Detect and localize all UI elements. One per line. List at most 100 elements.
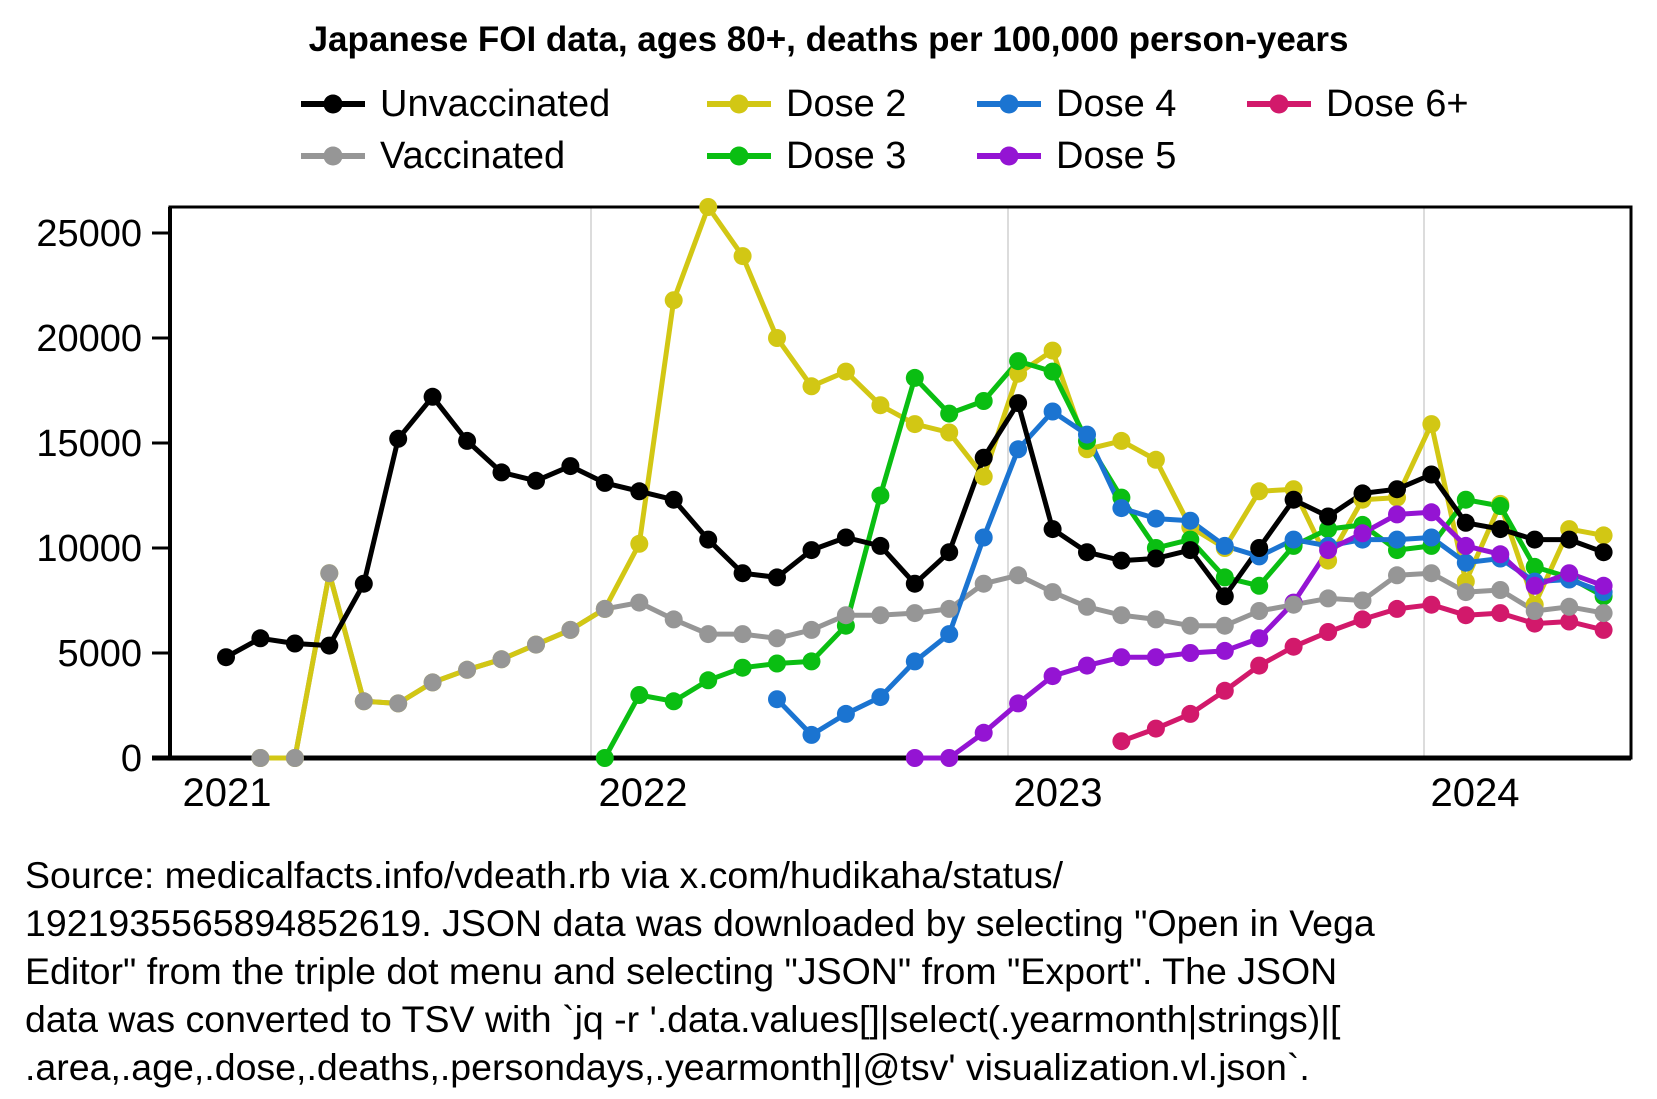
series-point-dose-5 [1043,667,1062,686]
series-point-vaccinated [1353,591,1372,610]
series-point-dose-5 [1491,545,1510,564]
series-point-vaccinated [1181,616,1200,635]
series-point-vaccinated [768,629,786,648]
series-point-dose-2 [836,362,855,381]
series-point-vaccinated [905,604,924,623]
series-point-dose-2 [1422,415,1441,434]
series-point-dose-3 [664,692,683,711]
legend-label: Dose 3 [786,134,907,177]
legend-label: Unvaccinated [380,82,611,125]
series-point-dose-5 [905,749,924,767]
series-point-vaccinated [1215,616,1234,635]
series-point-dose-3 [699,671,718,690]
series-point-vaccinated [595,599,614,618]
chart-legend: Unvaccinated Dose 2 Dose 4 Dose 6+ Vaccinate… [0,0,1657,190]
series-point-vaccinated [940,599,959,618]
source-line: Editor" from the triple dot menu and sel… [25,950,1338,992]
legend-item-unvaccinated: Unvaccinated [298,82,610,126]
series-point-dose-2 [1112,431,1131,450]
series-point-dose-2 [664,291,683,310]
series-point-dose-5 [1319,541,1338,560]
legend-swatch-icon [1247,94,1311,114]
series-point-dose-2 [905,415,924,434]
x-tick-label: 2023 [1014,771,1103,815]
series-point-dose-6- [1319,623,1338,641]
series-point-vaccinated [354,692,373,711]
series-point-dose-4 [1181,511,1200,530]
series-point-dose-2 [630,534,649,553]
series-point-unvaccinated [561,457,580,476]
series-point-vaccinated [492,650,511,669]
series-point-vaccinated [458,660,477,679]
series-point-vaccinated [1525,602,1544,620]
series-point-vaccinated [1422,564,1441,583]
series-point-vaccinated [320,564,339,583]
series-point-dose-6- [1215,681,1234,700]
legend-swatch-icon [977,146,1041,166]
series-point-vaccinated [423,673,442,692]
series-point-vaccinated [630,593,649,612]
series-point-unvaccinated [1319,507,1338,526]
series-point-dose-6- [1112,732,1131,751]
series-point-dose-6- [1456,606,1475,625]
series-point-unvaccinated [1388,480,1406,499]
series-point-dose-4 [1043,402,1062,421]
series-point-vaccinated [389,694,408,713]
series-point-dose-2 [768,329,786,347]
series-point-vaccinated [1043,583,1062,602]
series-point-dose-5 [1594,576,1613,595]
series-point-unvaccinated [768,568,786,587]
series-point-vaccinated [1078,597,1096,616]
legend-label: Dose 5 [1056,134,1177,177]
series-point-dose-4 [974,528,993,547]
series-point-vaccinated [1112,606,1131,625]
legend-item-dose-5: Dose 5 [974,134,1176,178]
series-point-dose-6- [1146,719,1165,738]
y-tick-label: 20000 [36,318,142,360]
x-tick-label: 2021 [183,771,272,815]
series-point-unvaccinated [1353,484,1372,503]
source-line: 1921935565894852619. JSON data was downl… [25,902,1375,944]
series-point-unvaccinated [871,536,890,555]
series-point-dose-5 [1215,641,1234,660]
legend-item-dose-2: Dose 2 [704,82,906,126]
legend-swatch-icon [707,146,771,166]
series-point-vaccinated [802,620,821,639]
legend-label: Dose 4 [1056,82,1177,125]
series-point-unvaccinated [1284,490,1303,509]
series-point-unvaccinated [217,648,235,667]
series-point-dose-3 [595,749,614,767]
series-point-vaccinated [1009,566,1028,585]
series-point-unvaccinated [630,482,649,501]
series-point-vaccinated [1250,602,1269,620]
series-point-unvaccinated [1525,530,1544,549]
series-point-dose-6- [1181,704,1200,723]
legend-item-dose-3: Dose 3 [704,134,906,178]
series-point-dose-3 [905,368,924,387]
x-tick-label: 2022 [599,771,688,815]
series-point-dose-3 [974,392,993,410]
series-point-dose-3 [733,658,752,677]
series-point-dose-4 [905,652,924,671]
series-point-dose-5 [1525,576,1544,595]
chart-title: Japanese FOI data, ages 80+, deaths per … [308,20,1349,59]
series-point-dose-5 [1353,524,1372,543]
series-point-dose-5 [940,749,959,767]
series-line-dose-4 [774,409,1607,738]
series-point-vaccinated [836,606,855,625]
series-point-unvaccinated [836,528,855,547]
legend-swatch-icon [977,94,1041,114]
series-point-unvaccinated [1112,551,1131,570]
legend-item-dose-4: Dose 4 [974,82,1176,126]
series-point-dose-2 [940,423,959,442]
series-point-dose-6- [1250,656,1269,675]
series-point-unvaccinated [458,431,477,450]
x-tick-label: 2024 [1431,771,1520,815]
y-tick-label: 10000 [36,528,142,570]
series-point-dose-4 [1009,440,1028,459]
series-point-unvaccinated [285,634,304,653]
series-point-dose-4 [836,704,855,723]
series-point-unvaccinated [940,543,959,562]
series-point-vaccinated [1388,566,1406,585]
series-point-dose-2 [699,198,718,216]
